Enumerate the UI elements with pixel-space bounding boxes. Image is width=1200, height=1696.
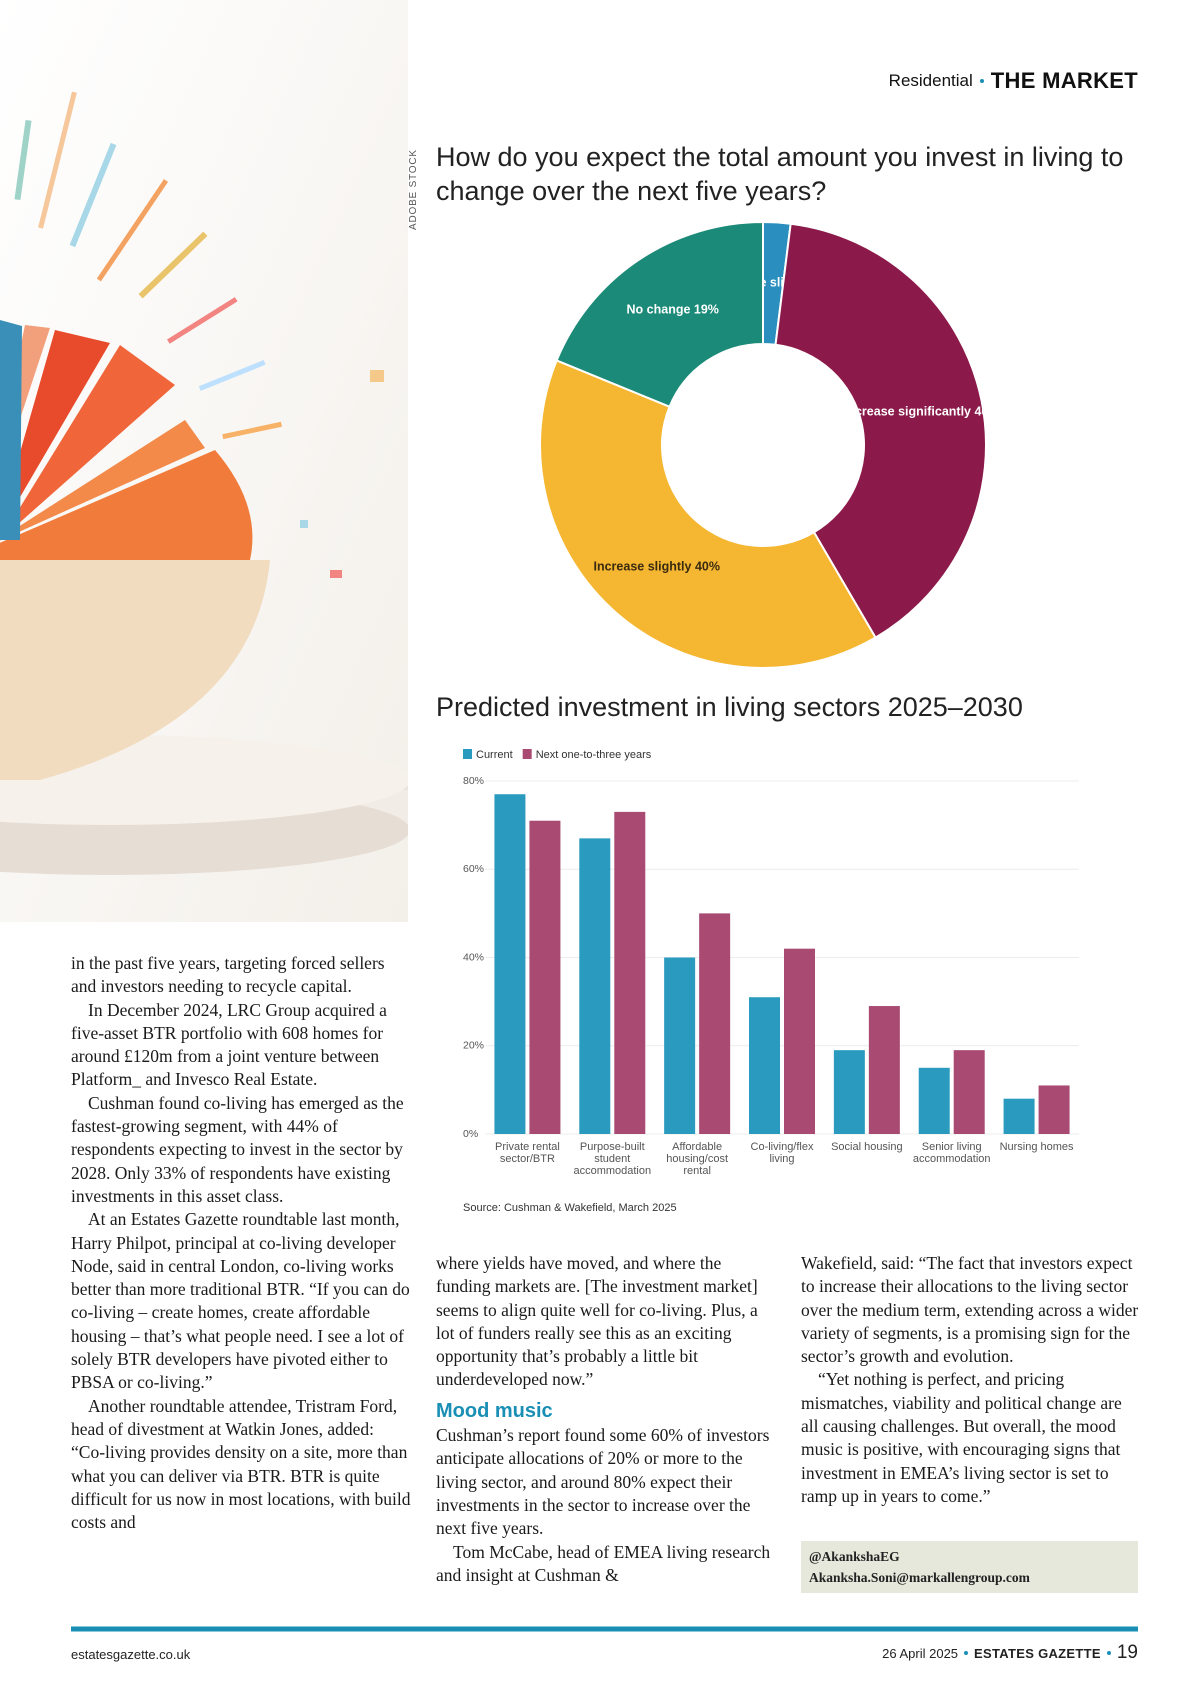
x-tick-label: Co-living/flex living [750,1141,814,1165]
slice-value: 40% [974,405,999,419]
x-tick-label: Private rental sector/BTR [495,1141,560,1165]
footer-date: 26 April 2025 [882,1645,959,1661]
x-tick-label-box: Nursing homes [999,1141,1074,1153]
donut-slice [539,359,877,669]
cover-illustration [0,0,408,922]
legend-swatch [463,749,472,759]
x-tick-label-box: Social housing [831,1141,903,1153]
section-header: Residential THE MARKET [889,68,1138,94]
contact-box: @AkankshaEG Akanksha.Soni@markallengroup… [801,1541,1138,1593]
y-tick-label: 40% [463,951,484,963]
contact-handle: @AkankshaEG [809,1549,900,1564]
x-tick-label: Nursing homes [999,1141,1074,1153]
bar [579,838,611,1134]
paragraph: At an Estates Gazette roundtable last mo… [71,1209,410,1393]
paragraph: Cushman’s report found some 60% of inves… [436,1425,770,1539]
footer-website: estatesgazette.co.uk [71,1647,191,1662]
separator [979,79,984,83]
x-tick-label-box: Private rental sector/BTR [495,1141,560,1165]
chart-title: How do you expect the total amount you i… [436,142,1124,206]
text-column: where yields have moved, and where the f… [436,1252,776,1587]
y-tick-label: 20% [463,1040,484,1052]
paragraph: Wakefield, said: “The fact that investor… [801,1253,1139,1367]
paragraph: in the past five years, targeting forced… [71,953,385,997]
bar [1038,1085,1070,1134]
x-tick-label: Senior living accommodation [912,1141,991,1165]
subheading: Mood music [436,1399,553,1422]
bar [749,997,780,1134]
bar [614,811,646,1134]
y-tick-label: 80% [463,775,484,787]
bar [868,1006,900,1134]
chart-source: Source: Cushman & Wakefield, March 2025 [463,1202,677,1214]
x-tick-label: Affordable housing/cost rental [666,1141,729,1177]
x-tick-label-box: Affordable housing/cost rental [666,1141,729,1177]
bar [664,957,696,1134]
footer-publication: ESTATES GAZETTE [974,1645,1101,1661]
donut-slice [774,222,987,639]
x-tick-label: Purpose-built student accommodation [573,1141,652,1177]
separator [1106,1651,1111,1655]
text-column: in the past five years, targeting forced… [71,952,411,1534]
separator [964,1651,969,1655]
section-title: THE MARKET [990,68,1138,93]
legend-label: Next one-to-three years [536,749,652,761]
paragraph-group: Cushman’s report found some 60% of inves… [436,1424,776,1587]
slice-category: Increase slightly [593,560,691,574]
paragraph: In December 2024, LRC Group acquired a f… [71,999,387,1090]
bar [784,948,815,1134]
slice-value: 19% [694,303,719,317]
bar [953,1050,985,1134]
paragraph: where yields have moved, and where the f… [436,1253,758,1390]
slice-value: 40% [695,560,720,574]
legend-swatch [522,749,532,759]
paragraph: Tom McCabe, head of EMEA living research… [436,1541,771,1585]
bar [494,794,526,1134]
section-name: Residential [888,71,973,90]
y-tick-label: 0% [463,1128,478,1140]
page-number: 19 [1116,1642,1138,1663]
x-tick-label-box: Senior living accommodation [912,1141,991,1165]
slice-label: Increase significantly 40% [844,405,1000,419]
y-tick-label: 60% [463,863,484,875]
paragraph: Another roundtable attendee, Tristram Fo… [71,1395,411,1533]
x-tick-label-box: Purpose-built student accommodation [573,1141,652,1177]
paragraph-group: where yields have moved, and where the f… [436,1252,776,1392]
text-column: Wakefield, said: “The fact that investor… [801,1252,1141,1508]
slice-label: No change 19% [627,303,719,317]
footer-info: 26 April 2025 ESTATES GAZETTE 19 [882,1642,1138,1664]
donut-slice [555,220,764,409]
paragraph: Cushman found co-living has emerged as t… [71,1092,404,1206]
slice-category: Increase significantly [844,405,971,419]
x-tick-label: Social housing [831,1141,903,1153]
slice-label: Increase slightly 40% [593,560,719,574]
bar [833,1050,865,1134]
chart-title: Predicted investment in living sectors 2… [436,692,1023,722]
paragraph: “Yet nothing is perfect, and pricing mis… [801,1369,1122,1506]
contact-email: Akanksha.Soni@markallengroup.com [809,1570,1030,1585]
bar [918,1067,950,1134]
slice-category: No change [627,303,691,317]
bar [1003,1098,1035,1134]
bar [699,913,731,1134]
x-tick-label-box: Co-living/flex living [750,1141,814,1165]
legend-label: Current [476,749,513,761]
bar [529,820,561,1134]
